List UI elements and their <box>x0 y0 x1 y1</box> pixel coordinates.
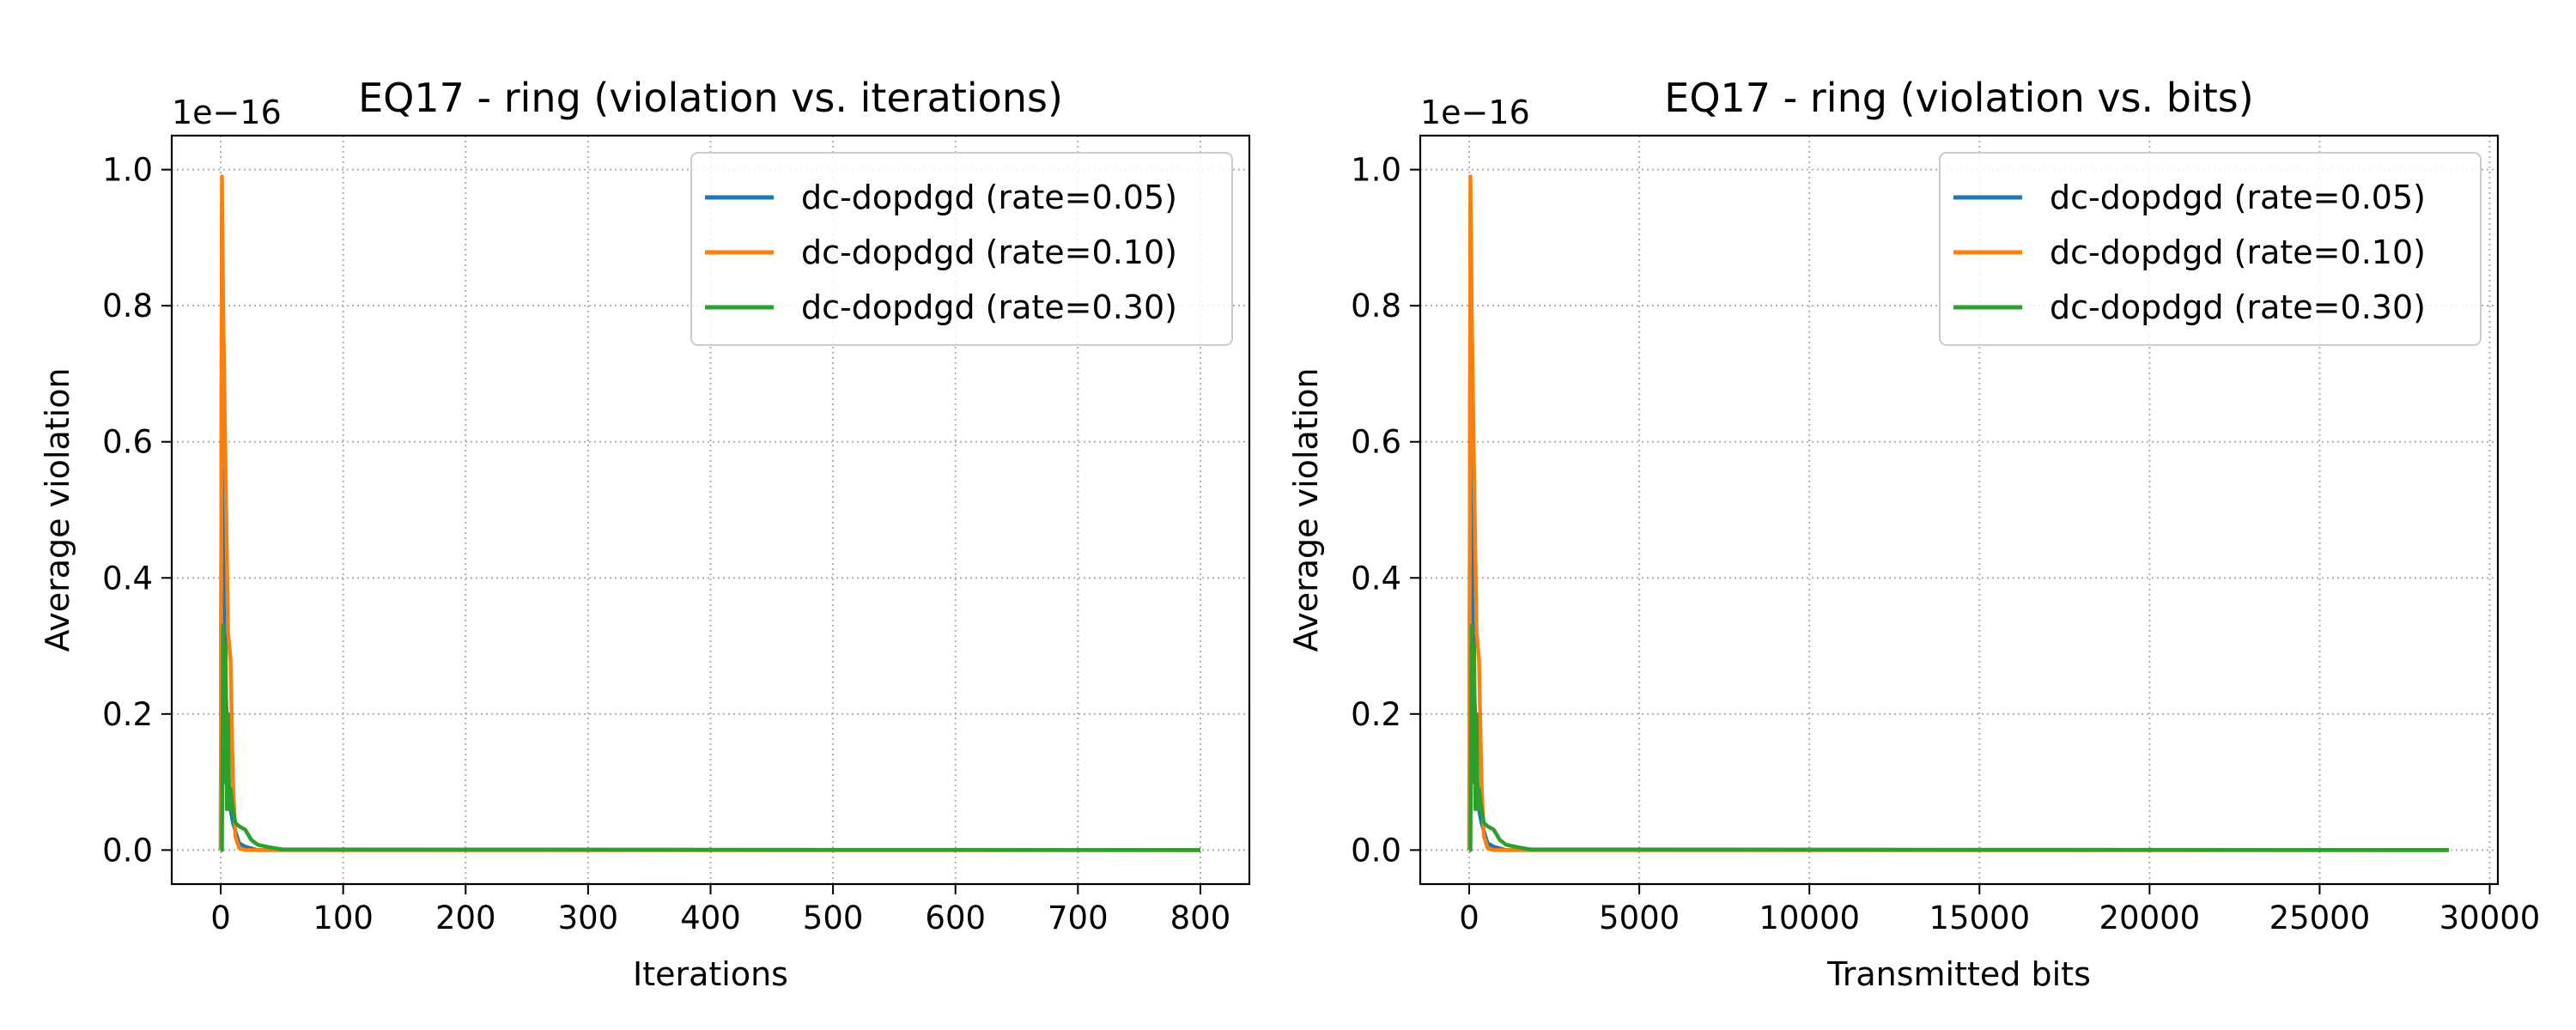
y-tick-label: 0.0 <box>102 832 153 869</box>
series-line-1 <box>1467 174 2449 852</box>
chart-title: EQ17 - ring (violation vs. iterations) <box>358 75 1063 121</box>
x-tick-label: 15000 <box>1929 900 2030 936</box>
x-tick-label: 25000 <box>2269 900 2371 936</box>
x-tick-label: 500 <box>803 900 864 936</box>
y-tick-label: 0.4 <box>1351 560 1401 597</box>
legend-label-1: dc-dopdgd (rate=0.10) <box>2050 233 2426 271</box>
chart-title: EQ17 - ring (violation vs. bits) <box>1664 75 2253 121</box>
y-tick-label: 0.6 <box>1351 424 1401 461</box>
series-line-2 <box>1468 623 2449 852</box>
x-tick-label: 600 <box>925 900 986 936</box>
chart-violation-vs-iterations: 0 100 200 300 400 500 600 700 800 0.0 0.2 0.4 0.6 0.8… <box>39 75 1251 993</box>
legend: dc-dopdgd (rate=0.05) dc-dopdgd (rate=0.1… <box>690 152 1233 346</box>
x-axis-label: Transmitted bits <box>1826 955 2091 993</box>
x-tick-label: 200 <box>435 900 496 936</box>
x-tick-label: 10000 <box>1759 900 1860 936</box>
series-line-2 <box>220 623 1200 852</box>
y-axis-label: Average violation <box>1287 367 1325 651</box>
y-tick-label: 0.0 <box>1351 832 1401 869</box>
y-tick-label: 0.8 <box>1351 288 1401 324</box>
x-tick-label: 0 <box>210 900 231 936</box>
x-tick-label: 30000 <box>2439 900 2541 936</box>
y-tick-label: 0.2 <box>1351 696 1401 733</box>
legend-label-0: dc-dopdgd (rate=0.05) <box>801 179 1177 216</box>
y-axis-label: Average violation <box>39 367 76 651</box>
legend-label-1: dc-dopdgd (rate=0.10) <box>801 233 1177 271</box>
x-tick-label: 5000 <box>1599 900 1680 936</box>
x-tick-label: 0 <box>1459 900 1479 936</box>
y-axis-offset-label: 1e−16 <box>172 94 282 131</box>
x-tick-label: 300 <box>558 900 619 936</box>
x-tick-label: 100 <box>313 900 374 936</box>
legend-box <box>690 152 1233 346</box>
legend-box <box>1939 152 2482 346</box>
x-axis-label: Iterations <box>633 955 788 993</box>
y-tick-label: 0.4 <box>102 560 153 597</box>
legend-label-2: dc-dopdgd (rate=0.30) <box>2050 288 2426 326</box>
y-axis-offset-label: 1e−16 <box>1420 94 1530 131</box>
x-tick-label: 700 <box>1048 900 1109 936</box>
legend-label-2: dc-dopdgd (rate=0.30) <box>801 288 1177 326</box>
chart-violation-vs-bits: 0 5000 10000 15000 20000 25000 30000 0.0 0.2 0.4 0… <box>1287 75 2540 993</box>
series-line-1 <box>218 174 1200 852</box>
x-tick-label: 800 <box>1170 900 1231 936</box>
x-tick-label: 20000 <box>2099 900 2200 936</box>
y-tick-label: 0.2 <box>102 696 153 733</box>
y-tick-label: 0.6 <box>102 424 153 461</box>
y-tick-label: 1.0 <box>1351 152 1401 189</box>
y-tick-label: 1.0 <box>102 152 153 189</box>
axes-frame <box>1419 134 2500 886</box>
x-tick-label: 400 <box>680 900 741 936</box>
legend: dc-dopdgd (rate=0.05) dc-dopdgd (rate=0.1… <box>1939 152 2482 346</box>
legend-label-0: dc-dopdgd (rate=0.05) <box>2050 179 2426 216</box>
y-tick-label: 0.8 <box>102 288 153 324</box>
